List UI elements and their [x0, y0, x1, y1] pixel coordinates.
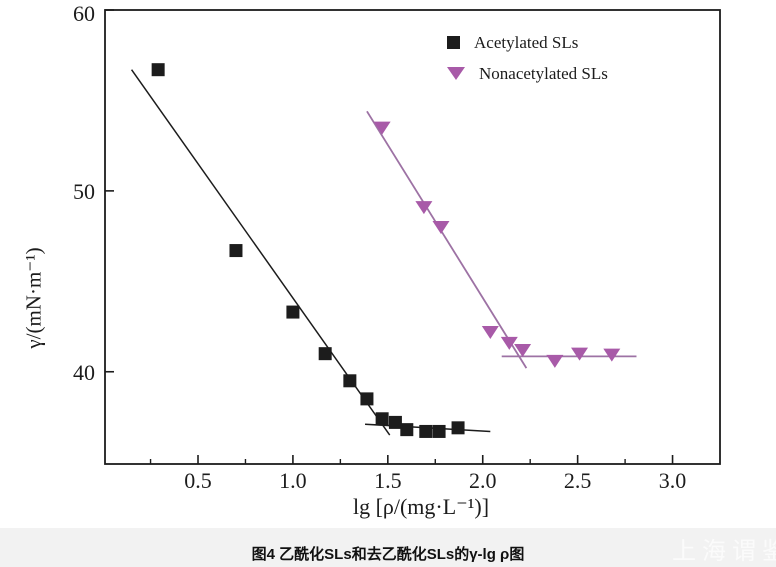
legend-label-acetylated: Acetylated SLs: [474, 32, 579, 52]
data-point-square: [360, 392, 374, 406]
x-tick-label: 3.0: [659, 468, 687, 493]
plot-canvas: 0.5 1.0 1.5 2.0 2.5 3.0 40 50 60: [73, 1, 721, 493]
data-point-triangle: [500, 336, 518, 350]
data-point-triangle: [481, 325, 499, 339]
y-tick-label: 50: [73, 179, 95, 204]
data-point-square: [286, 305, 300, 319]
plot-frame: [104, 9, 721, 465]
square-marker-icon: [447, 36, 460, 49]
watermark: 上海谓鉴: [672, 538, 776, 565]
data-point-square: [151, 63, 165, 77]
fit-line: [130, 69, 391, 436]
x-tick-label: 1.0: [279, 468, 307, 493]
data-point-triangle: [571, 347, 589, 361]
data-point-triangle: [546, 354, 564, 368]
x-tick-label: 1.5: [374, 468, 402, 493]
figure-caption: 图4 乙酰化SLs和去乙酰化SLs的γ-lg ρ图: [251, 546, 525, 563]
x-tick-label: 2.0: [469, 468, 497, 493]
data-point-triangle: [432, 221, 450, 235]
data-point-square: [451, 421, 465, 435]
x-tick-label: 0.5: [184, 468, 212, 493]
y-axis-label: γ/(mN·m⁻¹): [21, 247, 46, 349]
data-point-square: [419, 424, 433, 438]
x-tick-label: 2.5: [564, 468, 592, 493]
data-point-square: [375, 412, 389, 426]
x-axis-label: lg [ρ/(mg·L⁻¹)]: [352, 494, 490, 519]
legend-item-nonacetylated: Nonacetylated SLs: [447, 58, 608, 89]
data-point-square: [343, 374, 357, 388]
chart: 0.5 1.0 1.5 2.0 2.5 3.0 40 50 60 γ/(mN·m⁻¹) lg […: [21, 1, 721, 519]
data-point-triangle: [514, 344, 532, 358]
y-tick-label: 60: [73, 1, 95, 26]
data-point-square: [229, 244, 243, 258]
data-point-square: [400, 423, 414, 437]
caption-bar: 图4 乙酰化SLs和去乙酰化SLs的γ-lg ρ图 上海谓鉴: [0, 528, 776, 567]
data-point-square: [388, 415, 402, 429]
triangle-down-marker-icon: [447, 67, 465, 80]
data-point-square: [318, 347, 332, 361]
y-tick-label: 40: [73, 360, 95, 385]
legend-label-nonacetylated: Nonacetylated SLs: [479, 63, 608, 83]
data-point-triangle: [603, 348, 621, 362]
data-point-triangle: [415, 201, 433, 215]
fit-line: [366, 110, 528, 369]
legend-item-acetylated: Acetylated SLs: [447, 27, 608, 58]
data-point-triangle: [373, 121, 391, 135]
data-point-square: [432, 424, 446, 438]
legend: Acetylated SLs Nonacetylated SLs: [447, 27, 608, 89]
